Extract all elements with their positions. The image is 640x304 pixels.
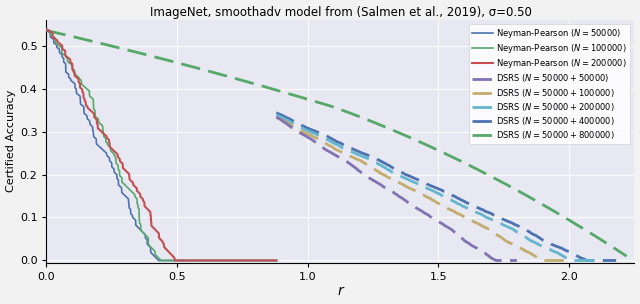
Neyman-Pearson ($N = 50000$) <box>136 227 143 231</box>
Neyman-Pearson ($N = 100000$) <box>222 259 230 262</box>
DSRS ($N = 50000 + 50000$) <box>493 259 501 262</box>
DSRS ($N = 50000 + 200000$) <box>285 119 293 123</box>
Neyman-Pearson ($N = 50000$) <box>155 259 163 262</box>
DSRS ($N = 50000 + 200000$) <box>359 155 367 158</box>
DSRS ($N = 50000 + 800000$) <box>623 254 630 258</box>
DSRS ($N = 50000 + 100000$) <box>351 156 358 160</box>
Title: ImageNet, smoothadv model from (Salmen et al., 2019), σ=0.50: ImageNet, smoothadv model from (Salmen e… <box>150 5 531 19</box>
DSRS ($N = 50000 + 400000$) <box>273 111 280 114</box>
Neyman-Pearson ($N = 200000$) <box>273 259 280 262</box>
DSRS ($N = 50000 + 400000$) <box>585 259 593 262</box>
Line: DSRS ($N = 50000 + 100000$): DSRS ($N = 50000 + 100000$) <box>276 117 569 261</box>
Neyman-Pearson ($N = 50000$) <box>144 243 152 247</box>
DSRS ($N = 50000 + 800000$) <box>43 29 51 32</box>
DSRS ($N = 50000 + 200000$) <box>596 259 604 262</box>
DSRS ($N = 50000 + 50000$) <box>287 125 295 129</box>
DSRS ($N = 50000 + 100000$) <box>565 259 573 262</box>
Line: DSRS ($N = 50000 + 200000$): DSRS ($N = 50000 + 200000$) <box>276 115 600 261</box>
Line: DSRS ($N = 50000 + 800000$): DSRS ($N = 50000 + 800000$) <box>47 30 627 256</box>
DSRS ($N = 50000 + 200000$) <box>292 123 300 127</box>
Neyman-Pearson ($N = 100000$) <box>273 259 280 262</box>
Neyman-Pearson ($N = 100000$) <box>136 221 143 225</box>
DSRS ($N = 50000 + 50000$) <box>317 144 325 148</box>
Neyman-Pearson ($N = 200000$) <box>201 259 209 262</box>
DSRS ($N = 50000 + 100000$) <box>541 259 549 262</box>
DSRS ($N = 50000 + 400000$) <box>293 121 301 125</box>
Neyman-Pearson ($N = 200000$) <box>222 259 230 262</box>
DSRS ($N = 50000 + 200000$) <box>273 113 280 116</box>
DSRS ($N = 50000 + 100000$) <box>273 115 280 119</box>
DSRS ($N = 50000 + 400000$) <box>583 259 591 262</box>
DSRS ($N = 50000 + 400000$) <box>363 153 371 157</box>
DSRS ($N = 50000 + 50000$) <box>282 122 290 125</box>
DSRS ($N = 50000 + 400000$) <box>597 259 605 262</box>
DSRS ($N = 50000 + 100000$) <box>552 259 560 262</box>
DSRS ($N = 50000 + 200000$) <box>569 259 577 262</box>
DSRS ($N = 50000 + 50000$) <box>513 259 521 262</box>
DSRS ($N = 50000 + 50000$) <box>337 156 344 160</box>
Neyman-Pearson ($N = 200000$) <box>66 57 74 61</box>
DSRS ($N = 50000 + 800000$) <box>388 128 396 132</box>
Neyman-Pearson ($N = 200000$) <box>171 259 179 262</box>
Neyman-Pearson ($N = 50000$) <box>201 259 209 262</box>
DSRS ($N = 50000 + 400000$) <box>612 259 620 262</box>
Neyman-Pearson ($N = 50000$) <box>227 259 234 262</box>
Y-axis label: Certified Accuracy: Certified Accuracy <box>6 90 15 192</box>
DSRS ($N = 50000 + 400000$) <box>336 141 344 144</box>
DSRS ($N = 50000 + 50000$) <box>273 115 280 119</box>
DSRS ($N = 50000 + 50000$) <box>502 259 510 262</box>
Neyman-Pearson ($N = 200000$) <box>144 208 152 211</box>
Neyman-Pearson ($N = 100000$) <box>201 259 209 262</box>
DSRS ($N = 50000 + 100000$) <box>284 122 292 125</box>
Neyman-Pearson ($N = 200000$) <box>136 192 143 195</box>
DSRS ($N = 50000 + 800000$) <box>532 199 540 202</box>
Line: DSRS ($N = 50000 + 50000$): DSRS ($N = 50000 + 50000$) <box>276 117 517 261</box>
Neyman-Pearson ($N = 100000$) <box>144 236 152 239</box>
Line: DSRS ($N = 50000 + 400000$): DSRS ($N = 50000 + 400000$) <box>276 112 616 261</box>
Neyman-Pearson ($N = 200000$) <box>227 259 234 262</box>
DSRS ($N = 50000 + 200000$) <box>571 259 579 262</box>
Neyman-Pearson ($N = 100000$) <box>227 259 234 262</box>
Legend: Neyman-Pearson ($N = 50000$), Neyman-Pearson ($N = 100000$), Neyman-Pearson ($N : Neyman-Pearson ($N = 50000$), Neyman-Pea… <box>469 24 630 144</box>
Neyman-Pearson ($N = 50000$) <box>273 259 280 262</box>
X-axis label: r: r <box>337 285 343 299</box>
Neyman-Pearson ($N = 50000$) <box>66 77 74 80</box>
Line: Neyman-Pearson ($N = 200000$): Neyman-Pearson ($N = 200000$) <box>47 29 276 261</box>
DSRS ($N = 50000 + 800000$) <box>386 127 394 131</box>
DSRS ($N = 50000 + 400000$) <box>286 117 294 121</box>
DSRS ($N = 50000 + 800000$) <box>568 220 576 224</box>
Neyman-Pearson ($N = 100000$) <box>157 259 165 262</box>
Line: Neyman-Pearson ($N = 50000$): Neyman-Pearson ($N = 50000$) <box>47 30 276 261</box>
DSRS ($N = 50000 + 50000$) <box>492 259 500 262</box>
DSRS ($N = 50000 + 200000$) <box>582 259 589 262</box>
Line: Neyman-Pearson ($N = 100000$): Neyman-Pearson ($N = 100000$) <box>47 29 276 261</box>
DSRS ($N = 50000 + 100000$) <box>327 144 335 148</box>
Neyman-Pearson ($N = 50000$) <box>222 259 230 262</box>
Neyman-Pearson ($N = 100000$) <box>66 62 74 65</box>
Neyman-Pearson ($N = 100000$) <box>43 27 51 31</box>
Neyman-Pearson ($N = 50000$) <box>43 29 51 32</box>
DSRS ($N = 50000 + 100000$) <box>291 125 298 129</box>
DSRS ($N = 50000 + 800000$) <box>397 132 405 136</box>
DSRS ($N = 50000 + 200000$) <box>333 143 340 146</box>
Neyman-Pearson ($N = 200000$) <box>43 28 51 31</box>
DSRS ($N = 50000 + 100000$) <box>540 259 548 262</box>
DSRS ($N = 50000 + 800000$) <box>45 29 52 33</box>
